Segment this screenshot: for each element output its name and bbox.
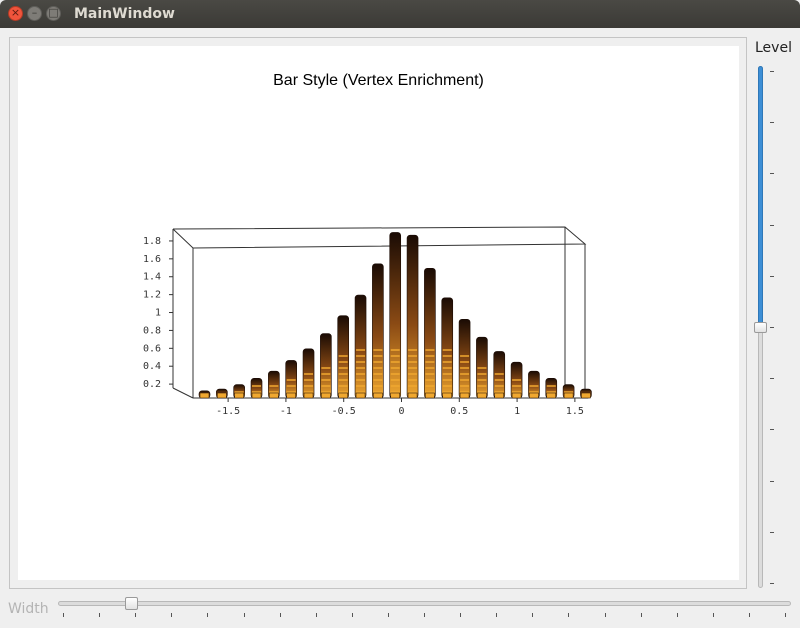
- bar-base: [511, 392, 522, 399]
- width-tick: [712, 613, 714, 617]
- bar: [441, 297, 454, 399]
- title-bar: × – □ MainWindow: [0, 0, 800, 28]
- bar-base: [407, 392, 418, 399]
- width-slider-handle[interactable]: [125, 597, 139, 610]
- bar-base: [459, 392, 470, 399]
- bar: [354, 294, 367, 399]
- width-tick: [785, 613, 786, 617]
- width-tick: [171, 613, 173, 617]
- bar-base: [251, 392, 262, 399]
- bar-base: [217, 392, 227, 399]
- width-tick: [496, 613, 498, 617]
- level-tick: [770, 480, 774, 482]
- width-slider-track[interactable]: [58, 601, 791, 606]
- x-tick-label: -1.5: [216, 406, 240, 417]
- bar: [320, 333, 332, 399]
- level-tick: [770, 327, 774, 328]
- frame-bottom-left: [172, 387, 194, 399]
- chart-title: Bar Style (Vertex Enrichment): [273, 72, 484, 89]
- width-tick: [676, 613, 678, 617]
- width-tick: [604, 613, 606, 617]
- close-icon: ×: [10, 6, 21, 19]
- level-tick: [770, 378, 774, 380]
- width-tick: [207, 613, 209, 617]
- width-label: Width: [8, 601, 49, 617]
- width-tick: [99, 613, 101, 617]
- bar: [424, 267, 436, 399]
- bar-base: [581, 392, 591, 399]
- bar-base: [321, 392, 331, 399]
- width-tick: [315, 613, 317, 617]
- width-tick: [640, 613, 642, 617]
- width-tick: [63, 613, 64, 617]
- close-button[interactable]: ×: [8, 6, 23, 21]
- width-tick: [748, 613, 750, 617]
- bar: [372, 263, 384, 399]
- x-tick-label: 1: [514, 406, 520, 417]
- level-tick: [770, 224, 774, 226]
- window-title: MainWindow: [74, 6, 175, 22]
- maximize-icon: □: [48, 6, 59, 19]
- y-tick-label: 1.6: [143, 254, 161, 265]
- x-tick-label: -0.5: [332, 406, 356, 417]
- bar-base: [338, 392, 348, 399]
- bar-base: [199, 392, 210, 399]
- bar-base: [529, 392, 539, 399]
- y-tick-label: 0.6: [143, 343, 161, 354]
- level-tick: [770, 583, 774, 584]
- bar-base: [477, 392, 487, 399]
- width-tick: [135, 613, 137, 617]
- bar-chart: 0.2 0.4 0.6 0.8 1 1.2 1.4 1.6 1.8 -1.5 -1 -0.5 0 0.5 1…: [143, 226, 592, 417]
- level-slider-fill: [758, 66, 763, 327]
- level-slider-handle[interactable]: [754, 322, 767, 333]
- y-tick-label: 1.2: [143, 290, 161, 301]
- bar-base: [425, 392, 435, 399]
- bar: [389, 232, 402, 399]
- width-tick: [532, 613, 534, 617]
- bar-base: [563, 392, 574, 399]
- x-tick-label: 0: [398, 406, 404, 417]
- level-tick: [770, 122, 774, 124]
- level-tick: [770, 429, 774, 431]
- y-tick-label: 1.4: [143, 272, 161, 283]
- y-tick-label: 0.4: [143, 361, 161, 372]
- width-tick: [460, 613, 462, 617]
- minimize-button[interactable]: –: [27, 6, 42, 21]
- bar-base: [234, 392, 244, 399]
- bar-base: [355, 392, 366, 399]
- level-tick: [770, 173, 774, 175]
- level-label: Level: [755, 40, 792, 56]
- plot-area[interactable]: Bar Style (Vertex Enrichment) 0.2 0.4 0.6 0…: [18, 46, 739, 580]
- bar-base: [269, 392, 279, 399]
- width-tick: [424, 613, 425, 617]
- y-tick-label: 0.2: [143, 379, 161, 390]
- width-tick: [351, 613, 353, 617]
- bar-base: [390, 392, 400, 399]
- level-tick: [770, 71, 774, 72]
- bar-base: [494, 392, 504, 399]
- y-tick-label: 1.8: [143, 236, 161, 247]
- minimize-icon: –: [31, 6, 38, 19]
- level-tick: [770, 275, 774, 277]
- bar-base: [373, 392, 383, 399]
- x-tick-label: 0.5: [450, 406, 468, 417]
- frame-top: [172, 226, 587, 249]
- y-tick-label: 0.8: [143, 325, 161, 336]
- width-tick: [387, 613, 389, 617]
- y-tick-label: 1: [155, 308, 161, 319]
- width-tick: [243, 613, 245, 617]
- width-tick: [568, 613, 570, 617]
- x-tick-label: 1.5: [566, 406, 584, 417]
- maximize-button[interactable]: □: [46, 6, 61, 21]
- bar-base: [303, 392, 314, 399]
- bar-base: [286, 392, 296, 399]
- level-tick: [770, 531, 774, 533]
- width-tick: [279, 613, 281, 617]
- bar-base: [546, 392, 557, 399]
- x-tick-label: -1: [280, 406, 292, 417]
- bar-base: [442, 392, 452, 399]
